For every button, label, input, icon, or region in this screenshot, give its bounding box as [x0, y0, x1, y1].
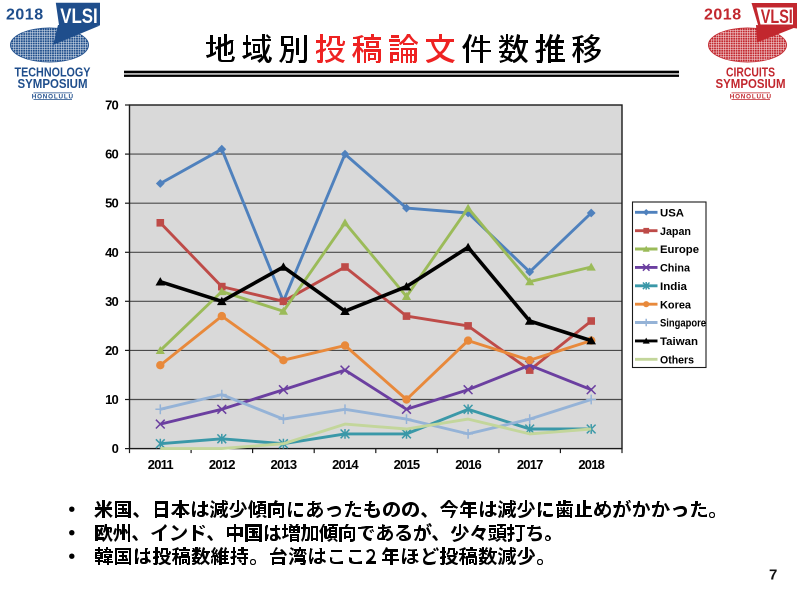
svg-text:China: China — [660, 263, 691, 275]
svg-text:2018: 2018 — [704, 7, 742, 24]
svg-text:2018: 2018 — [6, 7, 44, 24]
svg-text:2011: 2011 — [148, 457, 174, 472]
svg-text:20: 20 — [105, 343, 118, 358]
svg-text:TECHNOLOGY: TECHNOLOGY — [15, 66, 92, 80]
svg-text:2012: 2012 — [209, 457, 235, 472]
svg-text:Korea: Korea — [660, 299, 692, 311]
svg-text:60: 60 — [105, 147, 118, 162]
svg-text:40: 40 — [105, 245, 118, 260]
svg-text:50: 50 — [105, 196, 118, 211]
svg-text:Europe: Europe — [660, 244, 699, 256]
svg-text:30: 30 — [105, 294, 118, 309]
svg-text:10: 10 — [105, 392, 118, 407]
svg-text:HONOLULU: HONOLULU — [730, 93, 772, 100]
svg-text:7: 7 — [769, 567, 777, 584]
svg-text:Japan: Japan — [660, 226, 691, 238]
svg-text:Singapore: Singapore — [660, 318, 706, 330]
svg-text:VLSI: VLSI — [761, 7, 793, 28]
svg-text:2016: 2016 — [455, 457, 481, 472]
svg-text:70: 70 — [105, 98, 118, 113]
svg-text:2013: 2013 — [271, 457, 297, 472]
svg-text:SYMPOSIUM: SYMPOSIUM — [18, 77, 88, 91]
svg-text:CIRCUITS: CIRCUITS — [726, 66, 775, 80]
svg-text:USA: USA — [660, 207, 684, 219]
svg-text:2018: 2018 — [578, 457, 604, 472]
svg-text:Taiwan: Taiwan — [660, 336, 698, 348]
svg-text:2015: 2015 — [394, 457, 420, 472]
svg-text:HONOLULU: HONOLULU — [32, 93, 74, 100]
svg-text:2014: 2014 — [332, 457, 359, 472]
svg-text:India: India — [660, 281, 688, 293]
svg-text:SYMPOSIUM: SYMPOSIUM — [716, 77, 786, 91]
svg-text:VLSI: VLSI — [60, 4, 98, 28]
svg-text:Others: Others — [660, 354, 694, 366]
svg-text:2017: 2017 — [517, 457, 543, 472]
svg-text:0: 0 — [112, 441, 119, 456]
